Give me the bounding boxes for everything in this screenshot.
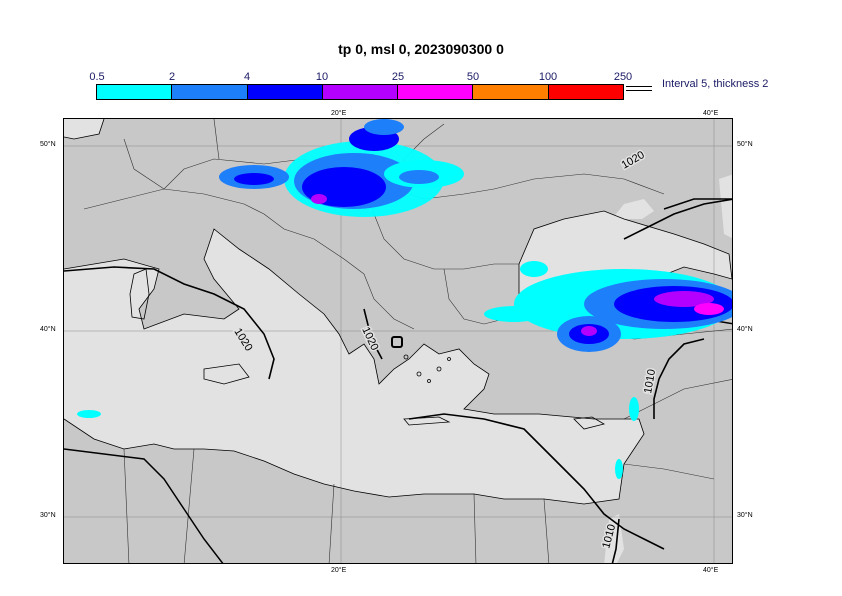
isobar-1020-east: [623, 198, 732, 240]
isobar-1010-south: [408, 413, 665, 550]
legend-swatch-3: [247, 85, 323, 99]
isobar-line-sample: [626, 86, 652, 94]
right-lat-label-30n: 30°N: [737, 512, 753, 519]
left-lat-label-40n: 40°N: [40, 326, 56, 333]
legend-label-5: 50: [466, 71, 480, 83]
precip-cluster-central-europe: [219, 119, 464, 217]
right-lat-label-50n: 50°N: [737, 141, 753, 148]
left-lat-label-30n: 30°N: [40, 512, 56, 519]
bottom-lon-label-20e: 20°E: [331, 567, 347, 574]
top-lon-label-20e: 20°E: [331, 110, 347, 117]
legend-label-6: 100: [538, 71, 558, 83]
legend-label-7: 250: [613, 71, 633, 83]
legend-swatch-5: [398, 85, 474, 99]
legend-swatch-2: [172, 85, 248, 99]
legend-swatch-7: [548, 85, 623, 99]
legend-swatch-1: [97, 85, 173, 99]
precipitation-shading: [77, 119, 732, 479]
weather-map: 1020 1020 1020 1010 1010: [63, 118, 733, 564]
isobars: [64, 198, 732, 563]
baltic-sea: [64, 119, 104, 139]
isobar-1020-west: [64, 266, 275, 380]
plot-title: tp 0, msl 0, 2023090300 0: [338, 41, 504, 57]
station-marker: [391, 336, 403, 348]
legend-interval-note: Interval 5, thickness 2: [662, 78, 769, 90]
legend-label-1: 2: [168, 71, 176, 83]
legend-swatch-4: [322, 85, 399, 99]
isobar-label-4: 1010: [642, 368, 658, 394]
legend-swatch-6: [473, 85, 549, 99]
map-canvas: 1020 1020 1020 1010 1010: [64, 119, 732, 563]
bottom-lon-label-40e: 40°E: [703, 567, 719, 574]
mediterranean-sea: [64, 229, 644, 504]
legend-label-2: 4: [243, 71, 251, 83]
precip-cluster-anatolia: [484, 261, 732, 479]
sea-of-azov: [612, 199, 654, 219]
right-lat-label-40n: 40°N: [737, 326, 753, 333]
top-lon-label-40e: 40°E: [703, 110, 719, 117]
isobar-1010-red-sea: [611, 518, 620, 563]
precip-patch-west: [77, 410, 101, 418]
isobar-1010-east: [653, 338, 705, 419]
legend-label-0: 0.5: [89, 71, 105, 83]
color-legend-bar: [96, 84, 624, 100]
legend-label-4: 25: [391, 71, 405, 83]
left-lat-label-50n: 50°N: [40, 141, 56, 148]
legend-label-3: 10: [315, 71, 329, 83]
caspian-edge: [719, 174, 732, 238]
isobar-1020-greece: [363, 308, 383, 360]
